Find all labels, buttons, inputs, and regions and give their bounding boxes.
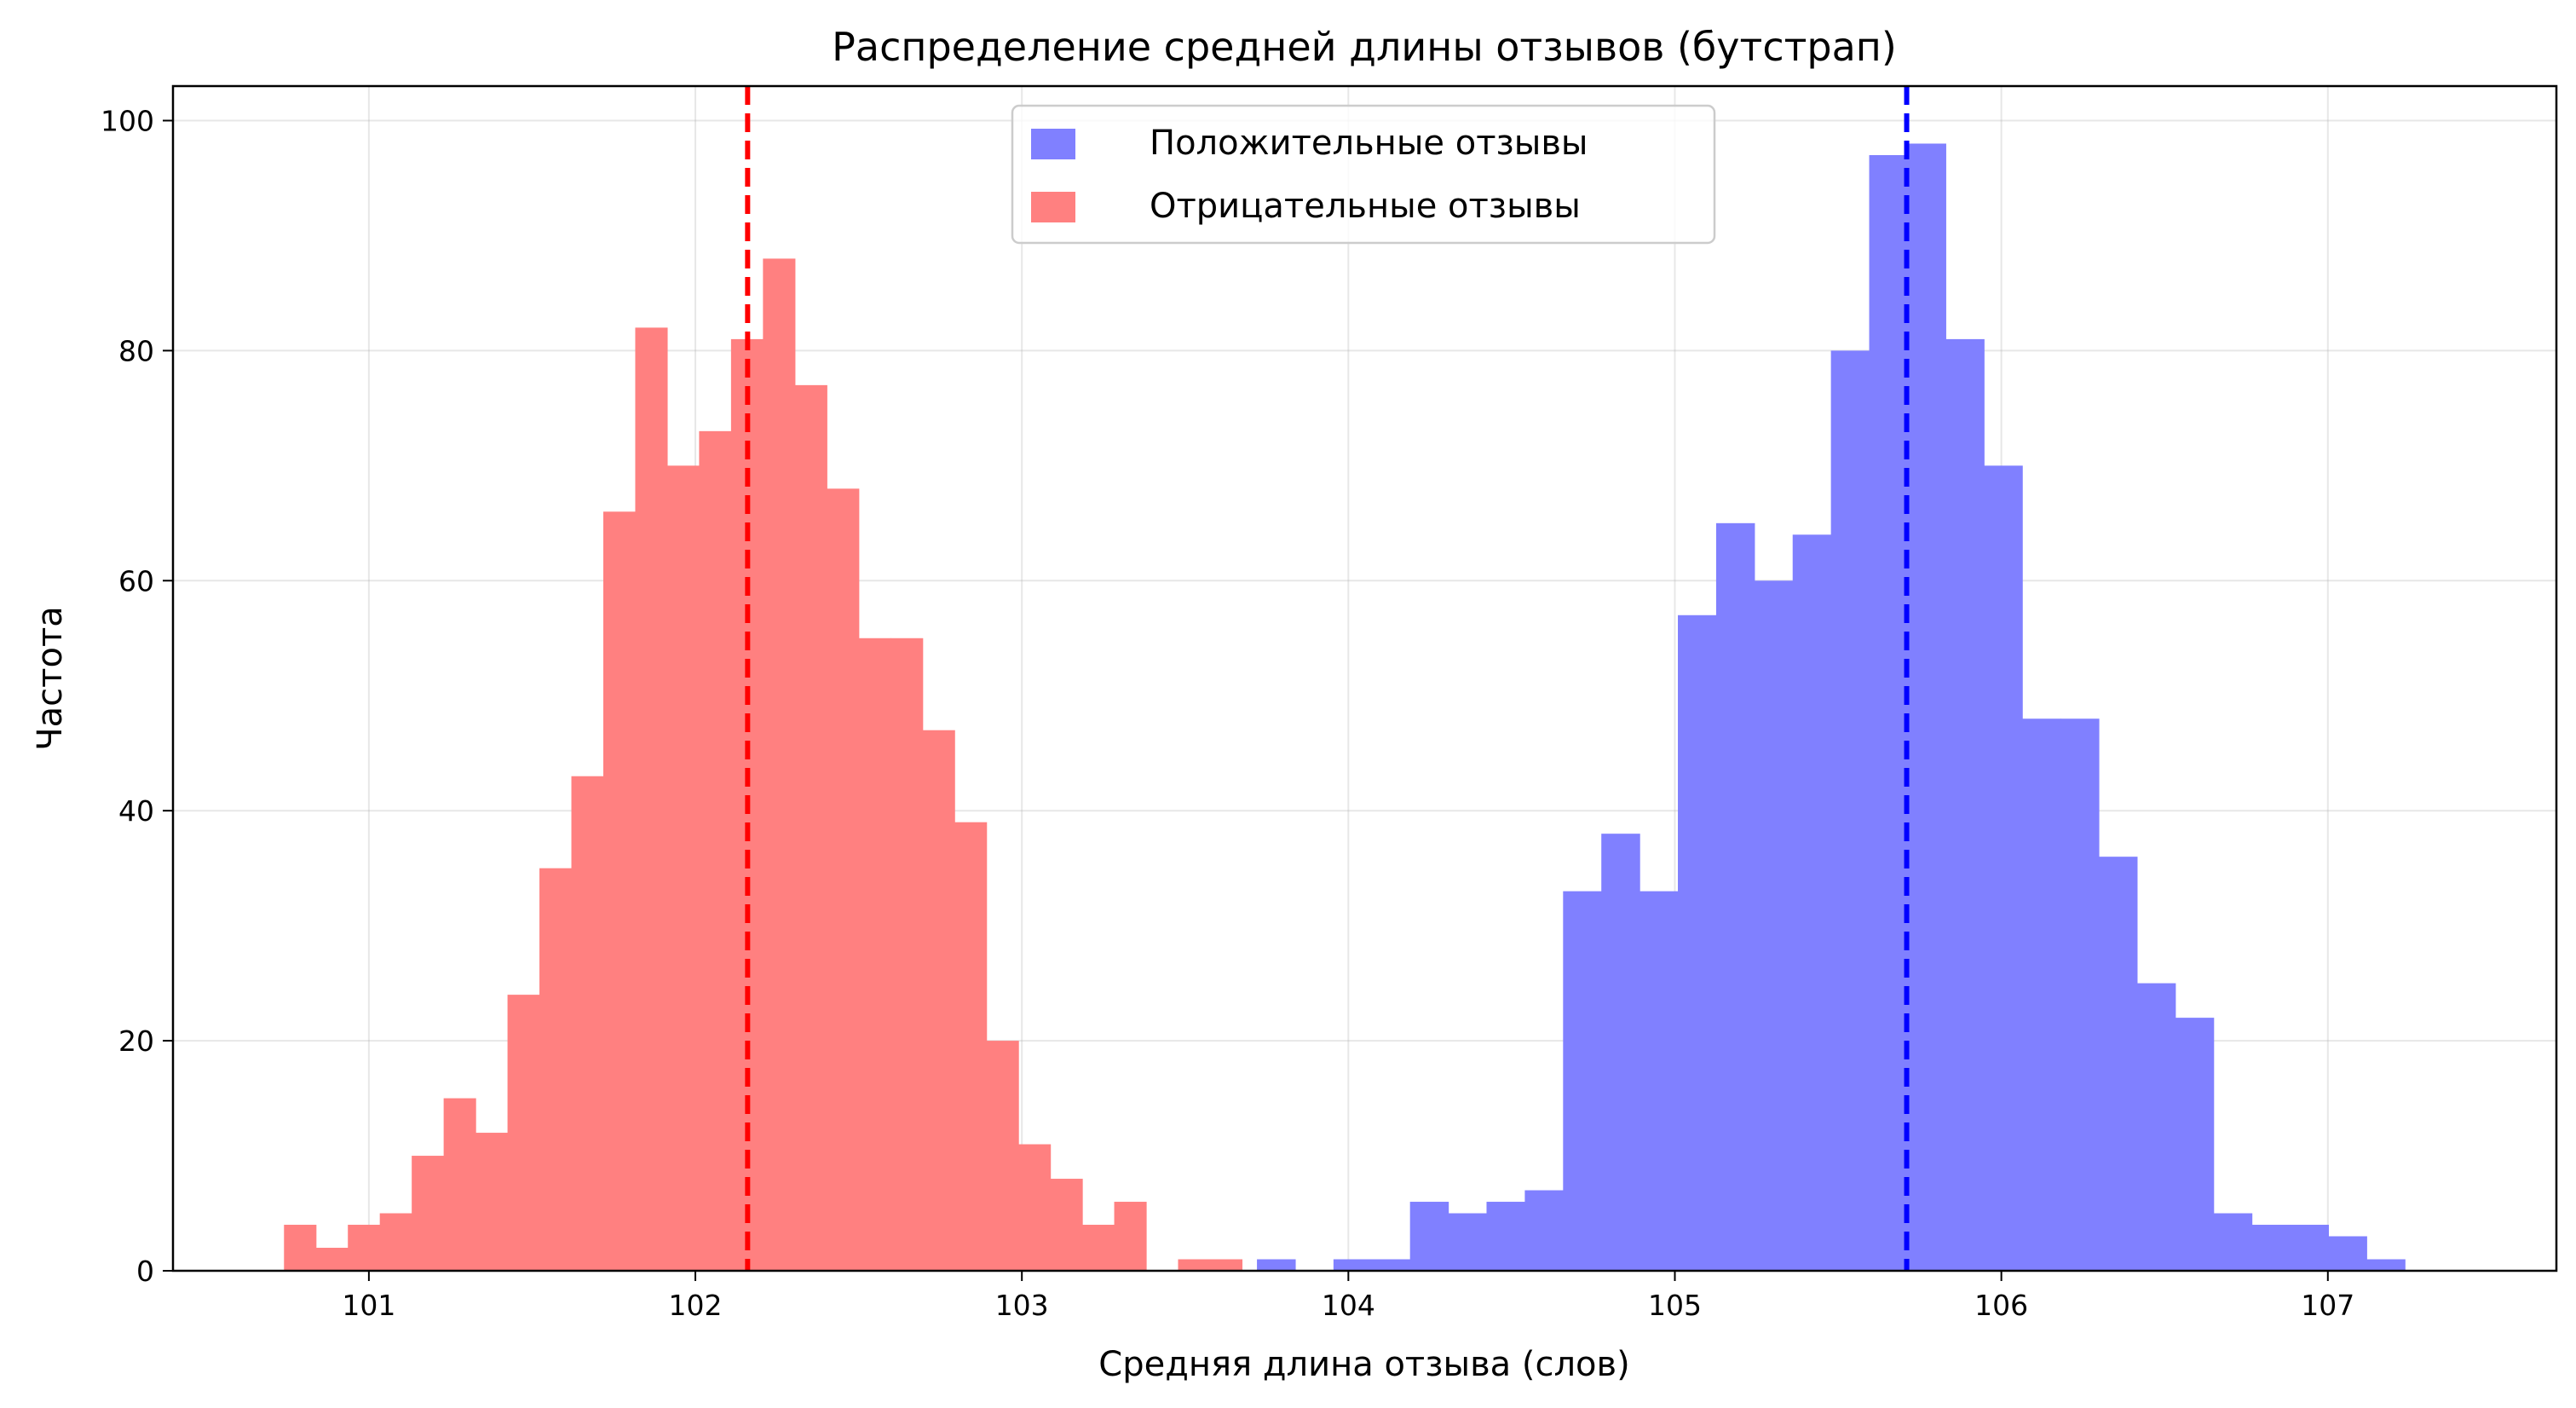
chart-title: Распределение средней длины отзывов (бут… <box>832 24 1897 70</box>
negative-bar <box>507 995 540 1271</box>
y-tick-label: 100 <box>101 104 154 137</box>
positive-bar <box>2328 1236 2367 1271</box>
positive-bar <box>1371 1259 1411 1271</box>
negative-bar <box>635 327 668 1271</box>
negative-bar <box>1178 1259 1211 1271</box>
legend-label-positive: Положительные отзывы <box>1150 124 1588 163</box>
x-tick-label: 104 <box>1322 1289 1375 1322</box>
positive-bar <box>1333 1259 1373 1271</box>
negative-bar <box>763 258 796 1271</box>
positive-bar <box>2175 1018 2215 1271</box>
positive-bar <box>1640 891 1679 1271</box>
negative-bar <box>954 822 988 1271</box>
negative-bar <box>827 488 860 1271</box>
positive-bar <box>1486 1202 1525 1271</box>
negative-bar <box>412 1156 445 1271</box>
x-tick-label: 105 <box>1648 1289 1702 1322</box>
negative-bar <box>794 384 827 1271</box>
negative-bar <box>986 1041 1019 1271</box>
x-tick-label: 101 <box>342 1289 395 1322</box>
positive-bar <box>1945 338 1985 1272</box>
y-axis-label: Частота <box>31 606 70 751</box>
negative-bar <box>1018 1144 1052 1271</box>
y-tick-label: 40 <box>118 794 154 828</box>
legend-swatch-positive <box>1031 129 1075 159</box>
x-tick-label: 102 <box>669 1289 723 1322</box>
positive-bar <box>1601 834 1640 1271</box>
positive-bar <box>1257 1259 1296 1271</box>
positive-bar <box>1984 465 2023 1271</box>
negative-bar <box>1209 1259 1243 1271</box>
y-tick-label: 0 <box>136 1255 154 1288</box>
negative-bar <box>284 1225 317 1271</box>
positive-bar <box>1448 1213 1488 1271</box>
positive-bar <box>2290 1225 2330 1271</box>
legend-label-negative: Отрицательные отзывы <box>1150 187 1581 226</box>
positive-bar <box>1792 534 1832 1271</box>
negative-bar <box>475 1133 509 1271</box>
negative-bar <box>1082 1225 1115 1271</box>
positive-bar <box>1830 350 1870 1272</box>
negative-bar <box>443 1098 476 1271</box>
plot-area-frame <box>171 84 2558 1272</box>
negative-bar <box>348 1225 381 1271</box>
positive-bar <box>2098 857 2138 1271</box>
x-tick-label: 103 <box>995 1289 1049 1322</box>
negative-bar <box>1114 1202 1147 1271</box>
negative-bar <box>315 1248 349 1271</box>
positive-bar <box>2136 983 2176 1271</box>
negative-bar <box>699 430 732 1271</box>
positive-bar <box>2060 718 2100 1271</box>
y-tick-label: 80 <box>118 334 154 367</box>
negative-bar <box>858 638 891 1271</box>
negative-bar <box>1050 1179 1083 1271</box>
x-axis-ticks: 101 102 103 104 105 106 107 <box>342 1271 2354 1322</box>
positive-bar <box>2213 1213 2253 1271</box>
positive-bar <box>2251 1225 2291 1271</box>
positive-bar <box>2366 1259 2406 1271</box>
x-tick-label: 107 <box>2301 1289 2354 1322</box>
legend-frame <box>1011 104 1716 245</box>
negative-bar <box>666 465 700 1271</box>
legend: Положительные отзывы Отрицательные отзыв… <box>1011 104 1716 245</box>
positive-bar <box>1754 580 1794 1271</box>
legend-swatch-negative <box>1031 192 1075 222</box>
positive-bar <box>1524 1190 1564 1271</box>
positive-bar <box>1715 522 1755 1271</box>
positive-bar <box>1563 891 1602 1271</box>
negative-bar <box>539 868 573 1271</box>
negative-bar <box>379 1213 412 1271</box>
mean-lines <box>745 86 1910 1271</box>
positive-bar <box>1869 154 1909 1272</box>
x-tick-label: 106 <box>1974 1289 2028 1322</box>
positive-bar <box>1678 615 1717 1271</box>
positive-bar <box>1907 143 1946 1272</box>
positive-bar <box>1409 1202 1449 1271</box>
x-axis-label: Средняя длина отзыва (слов) <box>1098 1345 1629 1384</box>
negative-bar <box>571 776 604 1271</box>
negative-bar <box>602 511 637 1271</box>
negative-bar <box>922 730 955 1271</box>
y-axis-ticks: 0 20 40 60 80 100 <box>101 104 173 1288</box>
histogram-bars <box>284 143 2406 1272</box>
negative-bar <box>890 638 924 1271</box>
positive-bar <box>2022 718 2061 1271</box>
y-tick-label: 20 <box>118 1024 154 1058</box>
y-tick-label: 60 <box>118 564 154 597</box>
